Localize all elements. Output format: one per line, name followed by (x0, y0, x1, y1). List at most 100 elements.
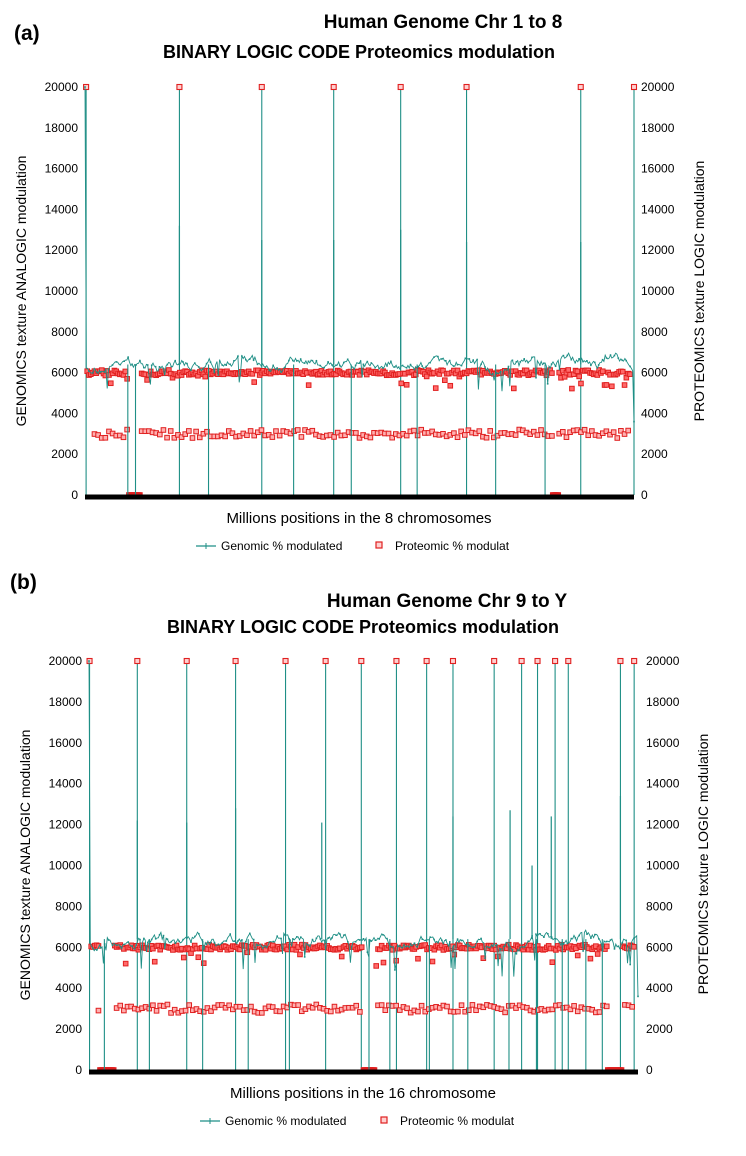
chart-b-title: Human Genome Chr 9 to Y (327, 591, 568, 612)
chart-a-ylabel-left: GENOMICS texture ANALOGIC modulation (13, 156, 29, 427)
chart-a-proteomic-point (251, 432, 258, 439)
chart-b-proteomic-point (567, 1006, 574, 1013)
chart-a-genomic-point (597, 364, 600, 366)
chart-b-genomic-point (484, 957, 486, 960)
chart-b-genomic-point (139, 938, 141, 941)
chart-a-proteomic-point (353, 430, 359, 436)
chart-a-proteomic-point (202, 373, 208, 380)
chart-a-proteomic-point (565, 367, 572, 373)
chart-a-proteomic-point (276, 432, 283, 439)
chart-b-genomic-point (347, 941, 349, 943)
chart-b-genomic-point (472, 946, 475, 948)
chart-a-genomic-point (174, 359, 176, 362)
chart-a-genomic-point (633, 420, 635, 423)
chart-b-genomic-point (554, 938, 557, 940)
chart-b-genomic-point (339, 933, 341, 935)
chart-a-genomic-point (260, 365, 263, 367)
chart-a-yticks-left: 0 2000 4000 6000 8000 10000 12000 14000 16000 180… (45, 80, 79, 502)
chart-b-genomic-point (488, 946, 490, 949)
chart-a-proteomic-point (578, 380, 584, 387)
chart-a-proteomic-point (512, 432, 519, 438)
chart-b-genomic-point (429, 936, 431, 938)
chart-b-proteomic-point (204, 1005, 211, 1011)
chart-a-proteomic-point (294, 427, 301, 433)
chart-a-genomic-point (99, 371, 102, 373)
chart-b-proteomic-peak (565, 657, 572, 665)
chart-a-genomic-point (460, 364, 463, 367)
chart-a-genomic-point (292, 359, 294, 362)
chart-a-genomic-point (409, 363, 412, 366)
chart-a-proteomic-point (625, 427, 631, 434)
chart-b-genomic-point (135, 944, 137, 946)
chart-b-proteomic-point (571, 1003, 577, 1009)
chart-b-genomic-point (307, 944, 310, 946)
chart-b-genomic-point (319, 938, 322, 940)
chart-a-genomic-point (570, 358, 573, 361)
chart-a-genomic-point (484, 366, 486, 368)
chart-b-genomic-point (594, 933, 596, 936)
chart-a-proteomic-point (120, 434, 127, 441)
chart-b-genomic-point (217, 943, 220, 946)
chart-b-proteomic-point (393, 1002, 399, 1009)
chart-b-genomic-point (386, 937, 388, 940)
chart-b-ytick-right: 2000 (646, 1022, 673, 1036)
chart-b-genomic-point (162, 934, 165, 937)
chart-a-proteomic-point (229, 430, 236, 436)
chart-a-ytick-right: 18000 (641, 121, 675, 135)
chart-a-proteomic-point (451, 430, 457, 436)
chart-a-proteomic-point (483, 434, 490, 441)
chart-b-genomic-point (115, 944, 118, 946)
chart-a-genomic-point (229, 363, 231, 365)
chart-a-genomic-point (527, 361, 529, 364)
chart-a-panel-label: (a) (14, 22, 40, 45)
chart-a-genomic-point (480, 363, 482, 366)
chart-b-genomic-point (96, 949, 98, 951)
chart-a-genomic-point (515, 361, 518, 363)
chart-a-ytick-right: 6000 (641, 366, 668, 380)
chart-a-legend-proteomic: Proteomic % modulat (395, 539, 510, 553)
chart-a-proteomic-point (186, 428, 192, 434)
chart-b-proteomic-point (95, 1007, 102, 1014)
chart-b-proteomic-point (498, 1006, 505, 1012)
chart-b-proteomic-point (244, 949, 251, 956)
chart-b-genomic-point (280, 937, 282, 940)
chart-a-genomic-point (511, 359, 514, 362)
chart-b-genomic-point (543, 936, 545, 938)
chart-a-genomic-point (248, 358, 251, 360)
chart-a-proteomic-peak (577, 83, 584, 91)
chart-a-genomic-point (358, 362, 361, 364)
chart-b-proteomic-point (549, 1006, 556, 1013)
chart-b-genomic-point (519, 946, 522, 949)
chart-a-proteomic-point (178, 434, 185, 440)
chart-b-ytick-right: 18000 (646, 695, 680, 709)
chart-a-genomic-point (92, 372, 94, 374)
chart-b-genomic-point (633, 937, 635, 939)
chart-a-genomic-point (468, 358, 471, 360)
chart-a-genomic-point (503, 368, 506, 371)
chart-b-proteomic-point (295, 1002, 301, 1008)
chart-a-genomic-point (296, 360, 298, 362)
chart-a-genomic-point (88, 370, 90, 372)
chart-a-genomic-point (535, 376, 537, 379)
chart-b-genomic-point (409, 943, 412, 945)
chart-a-proteomic-point (367, 434, 374, 441)
chart-a-genomic-point (464, 357, 467, 360)
chart-a-proteomic-point (309, 427, 316, 434)
chart-b-genomic-point (480, 937, 482, 940)
chart-a-ytick-left: 8000 (51, 325, 78, 339)
chart-a-genomic-point (382, 367, 384, 369)
chart-a-proteomic-point (124, 426, 130, 433)
chart-b-genomic-point (445, 939, 447, 941)
chart-a-ytick-left: 4000 (51, 406, 78, 420)
chart-b-genomic-point (174, 942, 177, 944)
chart-a-genomic-point (397, 366, 400, 368)
chart-a-proteomic-peak (258, 83, 265, 91)
chart-b-genomic-point (150, 938, 153, 941)
chart-b-proteomic-point (121, 1007, 127, 1014)
chart-b-proteomic-peak (134, 657, 141, 665)
chart-b-genomic-point (303, 956, 306, 958)
chart-a-genomic-point (425, 365, 427, 368)
chart-b-proteomic-point (465, 1007, 472, 1014)
chart-a-genomic-point (327, 361, 329, 363)
chart-a-genomic-point (190, 369, 192, 372)
